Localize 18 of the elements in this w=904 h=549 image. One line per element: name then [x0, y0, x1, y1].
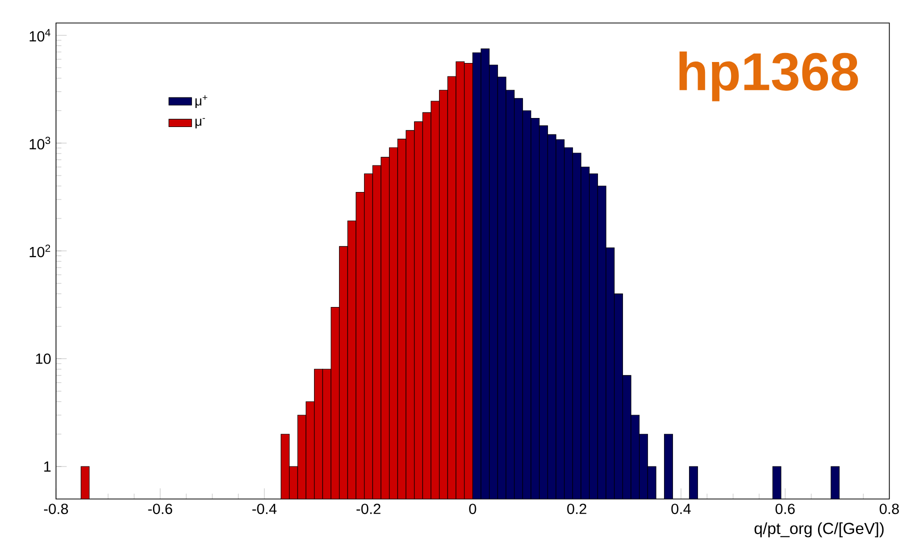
x-tick-label: 0.8 — [880, 504, 899, 514]
annotation: hp1368 — [680, 52, 858, 102]
x-tick-label: -0.2 — [356, 504, 380, 514]
y-tick-label: 10$^{2}$ — [30, 244, 50, 258]
x-tick-label: 0.4 — [671, 504, 691, 514]
x-tick-label: 0 — [469, 504, 476, 514]
y-tick-label: 10 — [36, 354, 51, 364]
legend-label: μ$^{+}$ — [195, 95, 208, 108]
x-tick-label: 0.2 — [567, 504, 586, 514]
x-tick-label: -0.4 — [252, 504, 277, 514]
x-axis-title: q/pt_org (C/[GeV]) — [754, 522, 884, 538]
y-tick-label: 1 — [44, 461, 51, 472]
y-tick-label: 10$^{4}$ — [30, 29, 50, 42]
x-tick-label: -0.8 — [44, 504, 68, 514]
x-tick-label: -0.6 — [148, 504, 172, 514]
x-tick-label: 0.6 — [776, 504, 795, 514]
y-tick-label: 10$^{3}$ — [30, 136, 50, 150]
legend-label: μ$^{-}$ — [195, 118, 205, 128]
